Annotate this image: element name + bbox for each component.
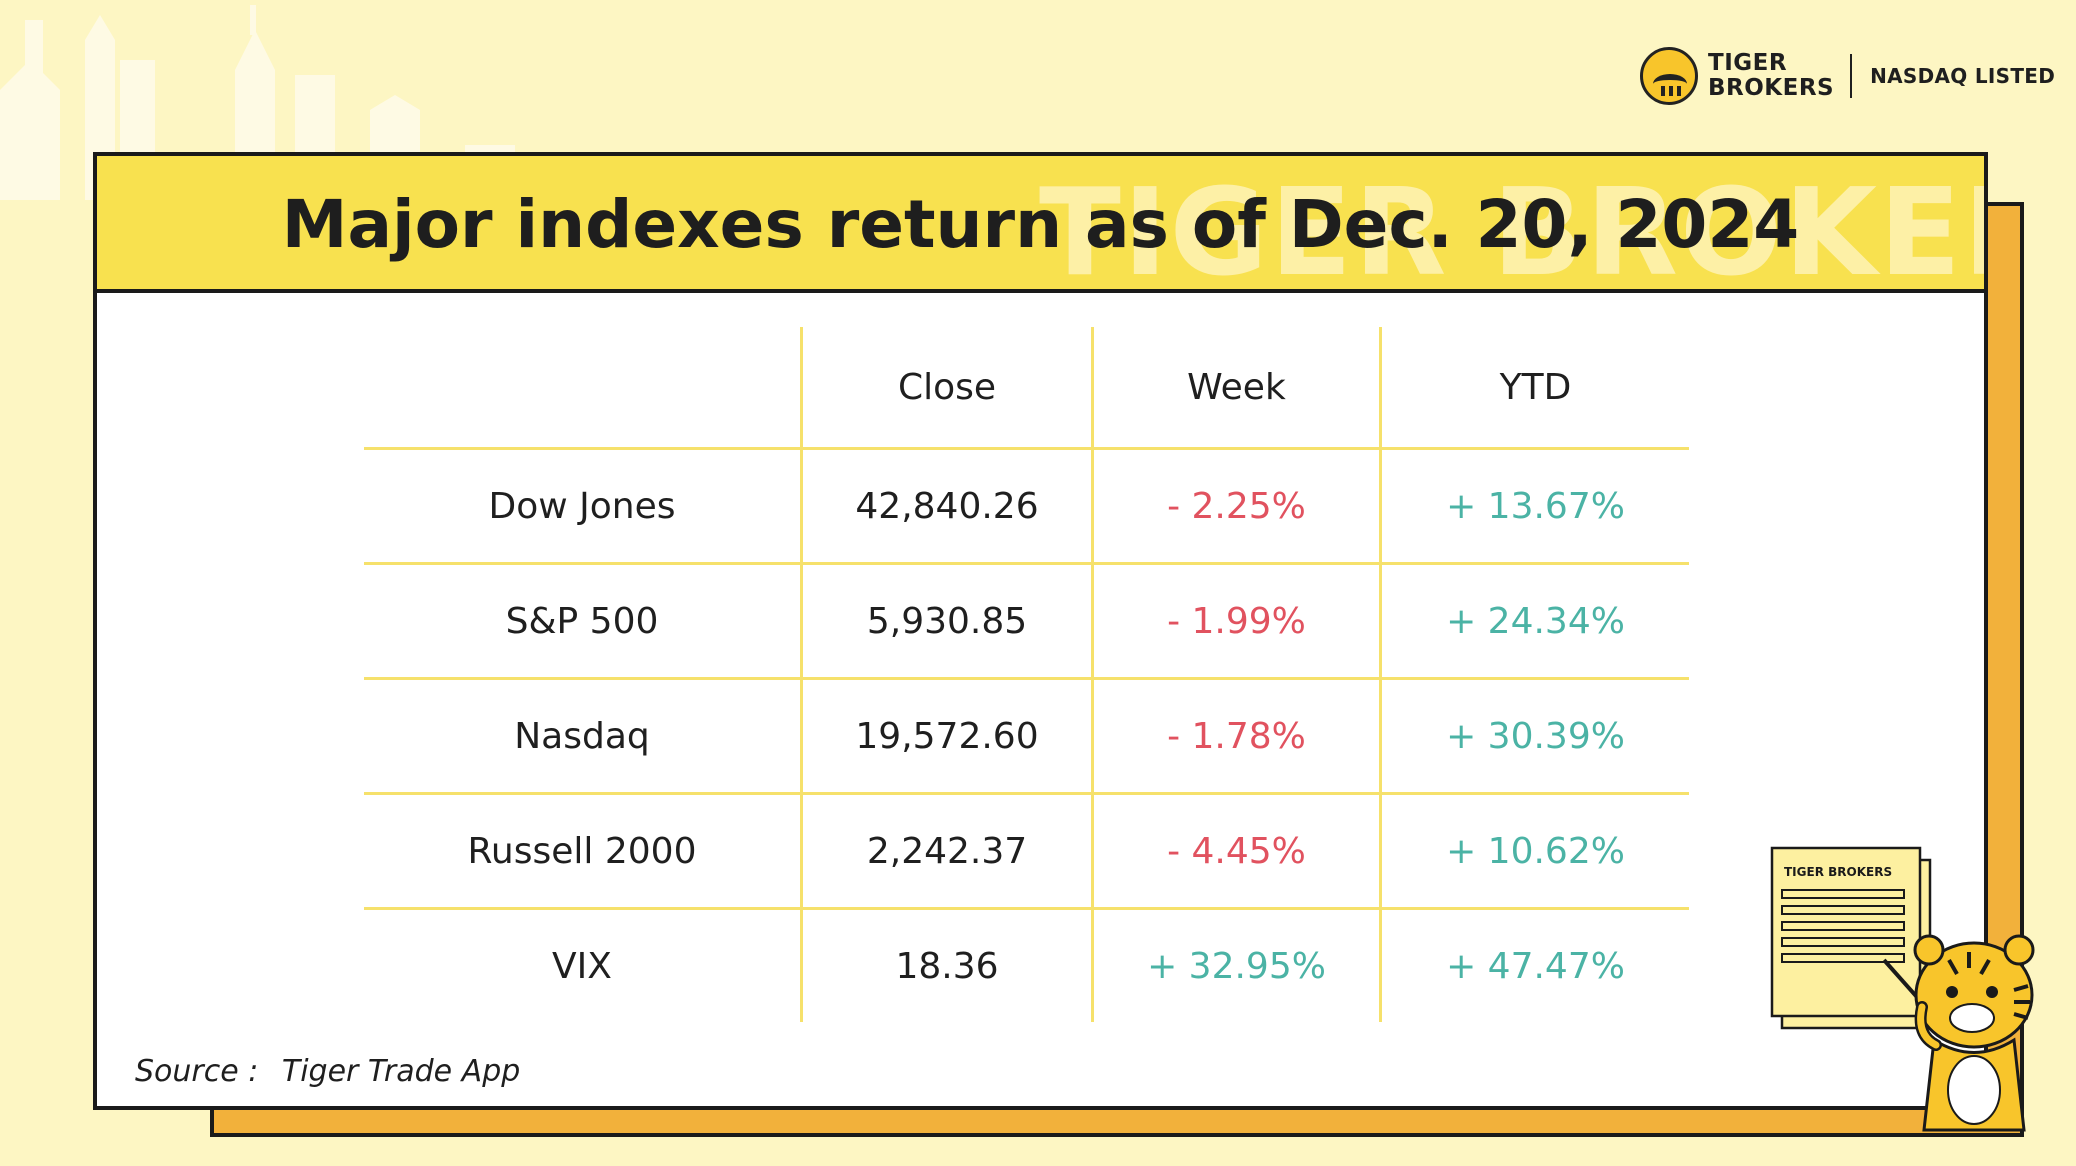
column-header-index <box>364 327 802 450</box>
table-row: Dow Jones 42,840.26 - 2.25% + 13.67% <box>364 448 1689 565</box>
ytd-return: + 30.39% <box>1379 678 1689 795</box>
logo-divider <box>1850 54 1853 98</box>
logo-wordmark: TIGER BROKERS <box>1708 51 1834 101</box>
nasdaq-listed-label: NASDAQ LISTED <box>1870 64 2056 88</box>
index-returns-card: TIGER BROKERS Major indexes return as of… <box>93 152 1988 1110</box>
tiger-logo-icon <box>1640 47 1698 105</box>
logo-line-2: BROKERS <box>1708 75 1835 101</box>
week-return: - 2.25% <box>1091 448 1381 565</box>
close-value: 2,242.37 <box>800 793 1093 910</box>
ytd-return: + 13.67% <box>1379 448 1689 565</box>
logo-line-1: TIGER <box>1708 50 1788 76</box>
column-header-ytd: YTD <box>1379 327 1689 450</box>
close-value: 18.36 <box>800 908 1093 1022</box>
table-header-row: Close Week YTD <box>364 327 1689 450</box>
tiger-mascot-illustration: TIGER BROKERS <box>1770 846 2035 1132</box>
source-value: Tiger Trade App <box>281 1054 521 1089</box>
source-label: Source : <box>135 1054 259 1089</box>
week-return: + 32.95% <box>1091 908 1381 1022</box>
board-label: TIGER BROKERS <box>1784 865 1892 879</box>
index-name: Nasdaq <box>364 678 802 795</box>
close-value: 5,930.85 <box>800 563 1093 680</box>
source-note: Source : Tiger Trade App <box>135 1054 520 1089</box>
index-returns-table: Close Week YTD Dow Jones 42,840.26 - 2.2… <box>364 327 1689 1022</box>
table-row: S&P 500 5,930.85 - 1.99% + 24.34% <box>364 563 1689 680</box>
week-return: - 4.45% <box>1091 793 1381 910</box>
week-return: - 1.78% <box>1091 678 1381 795</box>
index-name: S&P 500 <box>364 563 802 680</box>
index-name: Dow Jones <box>364 448 802 565</box>
brand-watermark: TIGER BROKERS <box>1039 164 1984 293</box>
ytd-return: + 47.47% <box>1379 908 1689 1022</box>
index-name: VIX <box>552 945 612 987</box>
table-row: Russell 2000 2,242.37 - 4.45% + 10.62% <box>364 793 1689 910</box>
table-row: VIX 18.36 + 32.95% + 47.47% <box>364 908 1689 1022</box>
tiger-brokers-logo: TIGER BROKERS NASDAQ LISTED <box>1640 46 2055 106</box>
ytd-return: + 10.62% <box>1379 793 1689 910</box>
close-value: 42,840.26 <box>800 448 1093 565</box>
column-header-close: Close <box>800 327 1093 450</box>
card-header: TIGER BROKERS Major indexes return as of… <box>97 156 1984 293</box>
close-value: 19,572.60 <box>800 678 1093 795</box>
ytd-return: + 24.34% <box>1379 563 1689 680</box>
index-name: Russell 2000 <box>364 793 802 910</box>
page-title: Major indexes return as of Dec. 20, 2024 <box>281 186 1800 263</box>
table-row: Nasdaq 19,572.60 - 1.78% + 30.39% <box>364 678 1689 795</box>
column-header-week: Week <box>1091 327 1381 450</box>
week-return: - 1.99% <box>1091 563 1381 680</box>
